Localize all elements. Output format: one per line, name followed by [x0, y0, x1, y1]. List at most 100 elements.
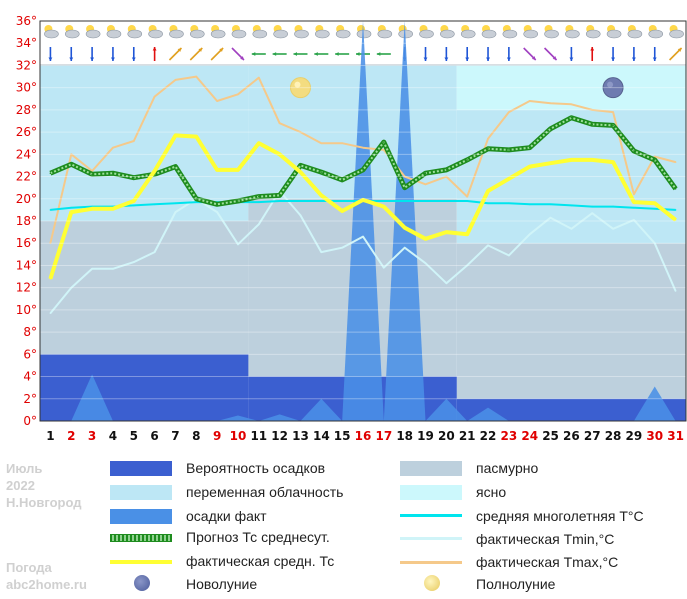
tmax-line-point: [445, 175, 448, 178]
site-title: Погода: [6, 560, 52, 575]
legend-swatch-precip-probability: [110, 461, 172, 476]
forecast-avg-line-point: [237, 200, 239, 202]
wind-arrowhead-icon: [652, 57, 657, 61]
x-tick-label: 23: [501, 429, 518, 443]
climate-avg-line-point: [341, 200, 343, 202]
legend-swatch-precip-fact: [110, 509, 172, 524]
y-tick-label: 10°: [16, 303, 37, 317]
legend-swatch-tmax: [400, 561, 462, 564]
tmin-line-point: [445, 282, 448, 285]
tmax-line-point: [466, 195, 468, 198]
cloud-band-5: [456, 109, 686, 244]
precip-fact-day-30: [633, 386, 676, 421]
x-tick-label: 8: [192, 429, 200, 443]
forecast-avg-line-point: [132, 176, 135, 179]
legend-new-moon: Новолуние: [186, 576, 258, 592]
temperature-lines: [48, 75, 678, 315]
tmin-line-point: [487, 244, 489, 247]
forecast-avg-line-point: [487, 147, 489, 150]
cloud-icon: [273, 29, 288, 39]
x-tick-label: 5: [130, 429, 138, 443]
new-moon-highlight: [607, 81, 614, 88]
tmax-line-point: [216, 100, 218, 102]
tmin-line-point: [70, 286, 73, 289]
x-tick-label: 2: [67, 429, 75, 443]
tmin-line-point: [424, 262, 427, 265]
forecast-avg-line-point: [70, 163, 73, 166]
precipitation-layer: [40, 21, 686, 421]
cloud-band-1: [40, 65, 249, 221]
wind-arrowhead-icon: [552, 56, 557, 60]
site-url: abc2home.ru: [6, 577, 87, 592]
legend-full-moon: Полнолуние: [476, 576, 556, 592]
tmin-line-point: [237, 243, 239, 246]
cloud-icon: [585, 29, 601, 39]
tmin-line-point: [341, 246, 343, 249]
legend-precip-fact: осадки факт: [186, 508, 267, 524]
tmax-line-point: [341, 142, 343, 145]
forecast-avg-line-point: [674, 187, 677, 190]
cloud-icon: [440, 29, 455, 39]
forecast-avg-line-point: [445, 169, 448, 171]
tmax-line-point: [549, 102, 552, 105]
tmax-line-point: [132, 140, 135, 142]
cloud-band-4: [456, 243, 686, 399]
tmax-line-point: [195, 75, 198, 78]
climate-avg-line-point: [299, 200, 302, 202]
climate-avg-line-point: [195, 201, 198, 203]
tmax-line-point: [112, 146, 114, 149]
tmax-line-point: [153, 95, 156, 98]
legend-forecast: Прогноз Тс среднесут.: [186, 529, 330, 545]
x-tick-label: 18: [396, 429, 413, 443]
fact-avg-line-point: [91, 207, 93, 210]
legend-overcast: пасмурно: [476, 460, 539, 476]
legend-climate: средняя многолетняя T°C: [476, 508, 644, 524]
tmax-line-point: [49, 242, 52, 245]
precip-fact-day-18: [383, 21, 426, 421]
climate-avg-line-point: [70, 206, 73, 209]
moon-phase-markers: [289, 77, 624, 99]
forecast-avg-line-point: [49, 172, 52, 175]
x-tick-label: 4: [109, 429, 117, 443]
wind-arrowhead-icon: [272, 52, 277, 56]
wind-arrowhead-icon: [111, 57, 115, 61]
tmax-line-point: [653, 155, 656, 158]
y-tick-label: 24°: [16, 147, 37, 161]
precip-fact-day-10: [217, 415, 259, 421]
x-tick-label: 14: [313, 429, 330, 443]
precip-fact-day-16: [342, 21, 384, 421]
x-tick-label: 20: [438, 429, 455, 443]
tmax-line-point: [237, 93, 239, 96]
fact-avg-line-point: [591, 159, 594, 161]
wind-arrowhead-icon: [69, 57, 74, 61]
climate-avg-line-point: [674, 209, 677, 211]
tmin-line-point: [508, 254, 510, 257]
x-tick-label: 30: [646, 429, 663, 443]
climate-avg-line-point: [132, 204, 135, 207]
fact-avg-line-point: [174, 134, 177, 137]
climate-avg-line-point: [445, 200, 448, 202]
cloud-icon: [189, 29, 205, 39]
wind-arrowhead-icon: [677, 48, 682, 52]
tmax-line-point: [383, 149, 385, 151]
forecast-avg-line-point: [91, 173, 93, 176]
x-tick-label: 11: [250, 429, 267, 443]
cloud-band-0: [40, 221, 249, 355]
fact-avg-line-point: [362, 199, 364, 201]
forecast-avg-line-point: [216, 203, 218, 206]
cloud-icon: [210, 29, 226, 39]
x-tick-label: 9: [213, 429, 221, 443]
y-tick-label: 20°: [16, 192, 37, 206]
wind-arrowhead-icon: [611, 57, 615, 61]
climate-avg-line-point: [466, 200, 468, 202]
wind-arrowhead-icon: [465, 57, 470, 61]
cloud-icon: [106, 29, 122, 39]
wind-arrowhead-icon: [240, 56, 244, 60]
y-tick-label: 16°: [16, 236, 37, 250]
cloud-icon: [648, 29, 664, 39]
forecast-avg-line-point: [258, 195, 260, 198]
cloud-icon: [252, 29, 268, 39]
y-tick-label: 36°: [16, 14, 37, 28]
forecast-avg-line-point: [341, 179, 343, 181]
cloud-icon: [523, 29, 539, 39]
